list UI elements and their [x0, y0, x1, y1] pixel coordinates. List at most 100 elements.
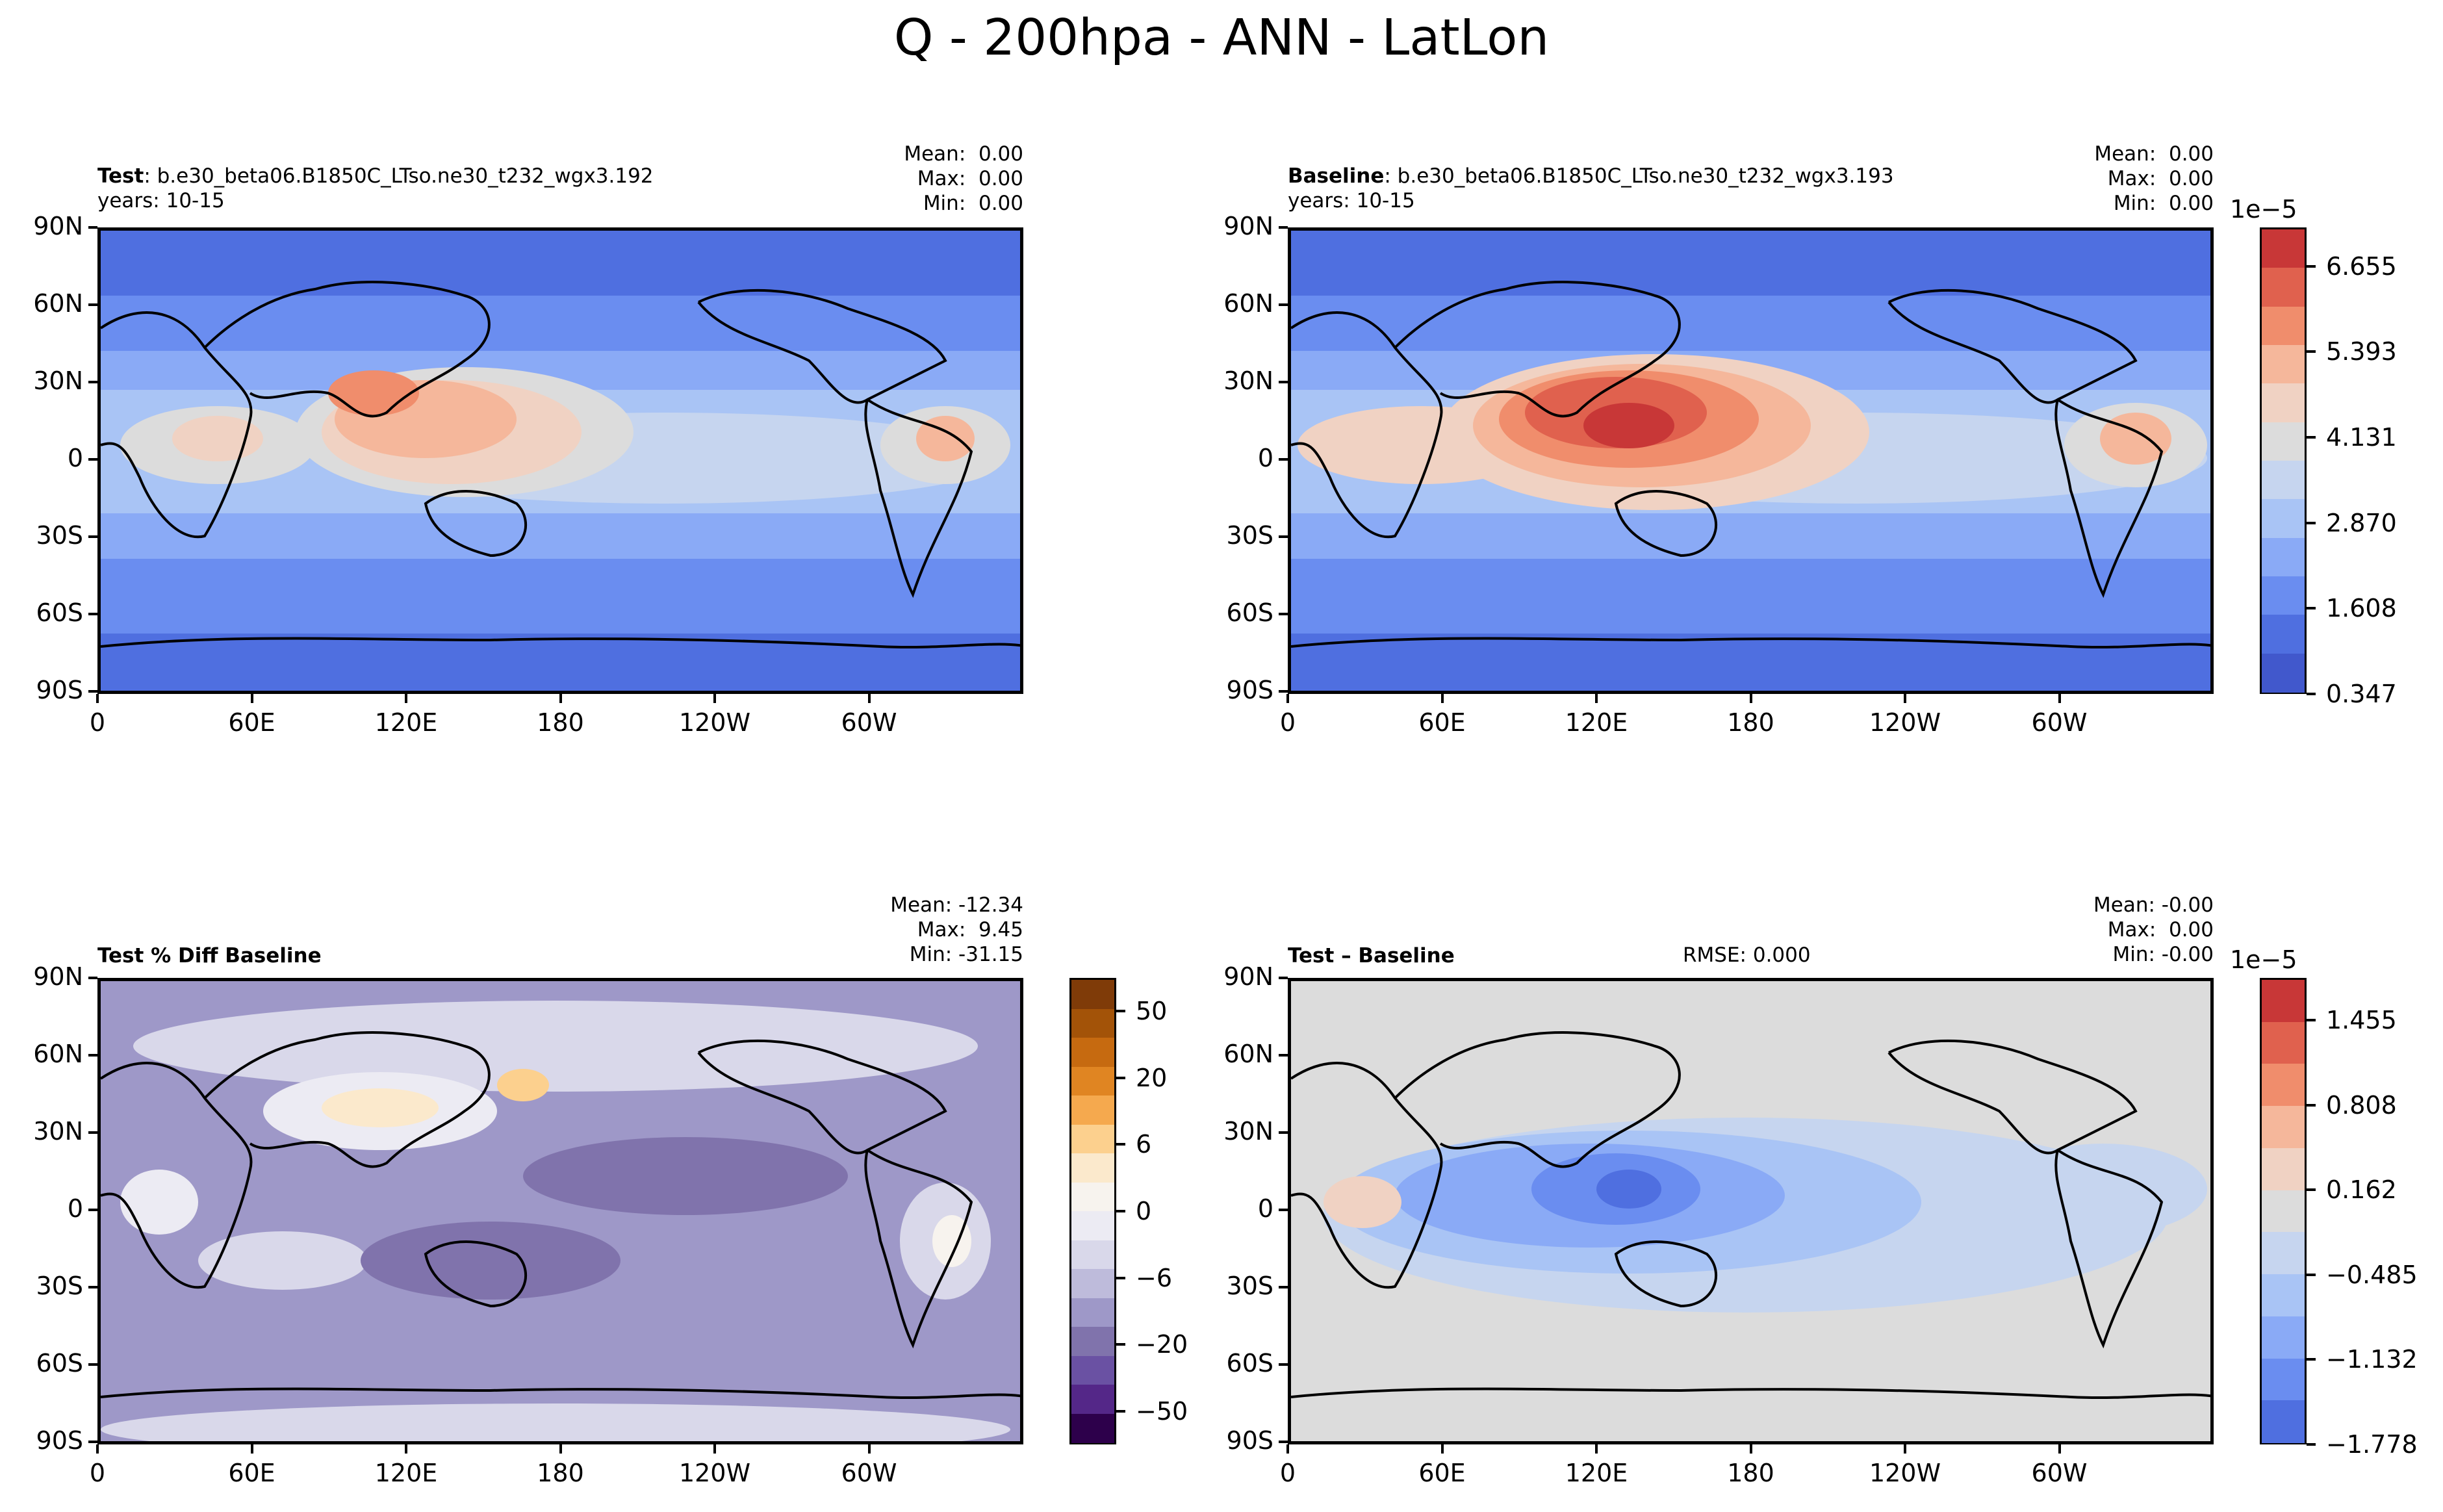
cbar-pct-segment — [1071, 1153, 1114, 1183]
cbar-main-segment — [2262, 615, 2305, 654]
baseline-ytick-mark — [1279, 458, 1288, 461]
cbar-diff-tick-label: −1.778 — [2326, 1430, 2418, 1459]
test-amazon-max — [916, 416, 975, 461]
baseline-xtick-label: 180 — [1727, 708, 1774, 737]
baseline-ytick-mark — [1279, 690, 1288, 693]
diff-xtick-mark — [1749, 1444, 1752, 1454]
cbar-diff-tick-label: −0.485 — [2326, 1260, 2418, 1289]
pctdiff-ytick-label: 60S — [36, 1349, 83, 1377]
cbar-main-segment — [2262, 461, 2305, 500]
baseline-ytick-label: 30S — [1226, 521, 1273, 550]
test-xtick-mark — [867, 694, 871, 703]
diff-ytick-label: 90S — [1226, 1426, 1273, 1455]
test-xtick-mark — [96, 694, 99, 703]
cbar-pct-segment — [1071, 1355, 1114, 1385]
test-xtick-label: 60E — [228, 708, 275, 737]
cbar-pct-tick-label: 50 — [1136, 997, 1168, 1026]
pctdiff-xtick-mark — [405, 1444, 407, 1454]
test-ytick-mark — [88, 535, 97, 538]
baseline-xtick-mark — [2058, 694, 2061, 703]
diff-xtick-label: 0 — [1279, 1459, 1296, 1487]
pctdiff-ytick-mark — [88, 977, 97, 979]
baseline-min: Min: 0.00 — [2113, 192, 2214, 215]
baseline-ytick-label: 60N — [1223, 289, 1273, 318]
test-coastlines — [101, 281, 1020, 649]
pctdiff-ytick-mark — [88, 1286, 97, 1288]
pctdiff-io-dark — [361, 1222, 620, 1300]
test-xtick-mark — [250, 694, 253, 703]
diff-mean: Mean: -0.00 — [2093, 893, 2214, 917]
test-case-name: : b.e30_beta06.B1850C_LTso.ne30_t232_wgx… — [144, 164, 654, 188]
cbar-diff-segment — [2262, 980, 2305, 1023]
diff-ytick-label: 30S — [1226, 1272, 1273, 1300]
test-stats: Mean: 0.00 Max: 0.00 Min: 0.00 — [780, 142, 1023, 216]
cbar-main-tick-label: 0.347 — [2326, 680, 2397, 708]
cbar-pct-segment — [1071, 1413, 1114, 1443]
diff-ytick-mark — [1279, 1131, 1288, 1134]
diff-xtick-mark — [1904, 1444, 1906, 1454]
pctdiff-ytick-mark — [88, 1441, 97, 1443]
cbar-diff-segment — [2262, 1147, 2305, 1191]
baseline-xtick-label: 120E — [1565, 708, 1628, 737]
pctdiff-ytick-mark — [88, 1054, 97, 1057]
pctdiff-mean: Mean: -12.34 — [890, 893, 1023, 917]
pctdiff-tibet-patch — [322, 1088, 439, 1127]
cbar-pct-tick-mark — [1116, 1143, 1125, 1146]
test-min: Min: 0.00 — [923, 192, 1023, 215]
cbar-diff-segment — [2262, 1316, 2305, 1359]
cbar-pct-segment — [1071, 1327, 1114, 1357]
diff-xtick-mark — [1440, 1444, 1444, 1454]
test-xtick-mark — [559, 694, 562, 703]
cbar-pct-tick-label: 0 — [1136, 1197, 1152, 1225]
pctdiff-so-patch — [198, 1231, 367, 1290]
test-ytick-mark — [88, 303, 97, 306]
cbar-diff-tick-mark — [2307, 1019, 2316, 1022]
baseline-stats: Mean: 0.00 Max: 0.00 Min: 0.00 — [1970, 142, 2214, 216]
baseline-warmpool-max — [1583, 403, 1674, 448]
pctdiff-xtick-mark — [713, 1444, 716, 1454]
test-ytick-label: 30S — [36, 521, 83, 550]
pctdiff-xtick-mark — [96, 1444, 99, 1454]
diff-ytick-label: 0 — [1257, 1194, 1273, 1223]
diff-xtick-mark — [2058, 1444, 2061, 1454]
cbar-pct-tick-mark — [1116, 1409, 1125, 1413]
pctdiff-panel-header: Test % Diff Baseline — [97, 943, 322, 968]
cbar-diff-tick-mark — [2307, 1358, 2316, 1361]
cbar-main-segment — [2262, 653, 2305, 693]
baseline-ytick-mark — [1279, 613, 1288, 615]
test-ytick-label: 90S — [36, 676, 83, 704]
cbar-diff-segment — [2262, 1064, 2305, 1107]
pctdiff-africa-patch — [120, 1170, 198, 1235]
diff-colorbar-exponent: 1e−5 — [2230, 945, 2297, 974]
pctdiff-max: Max: 9.45 — [917, 918, 1023, 942]
baseline-panel-header: Baseline: b.e30_beta06.B1850C_LTso.ne30_… — [1288, 164, 1894, 213]
diff-colorbar — [2260, 978, 2307, 1444]
pct-colorbar — [1069, 978, 1116, 1444]
test-xtick-label: 180 — [537, 708, 584, 737]
cbar-pct-segment — [1071, 1182, 1114, 1212]
cbar-pct-segment — [1071, 1269, 1114, 1299]
cbar-main-segment — [2262, 537, 2305, 577]
baseline-xtick-label: 60W — [2031, 708, 2088, 737]
cbar-pct-segment — [1071, 980, 1114, 1010]
diff-ytick-mark — [1279, 1209, 1288, 1211]
diff-xtick-label: 60W — [2031, 1459, 2088, 1487]
test-ytick-label: 0 — [67, 444, 83, 472]
cbar-diff-segment — [2262, 1358, 2305, 1402]
cbar-main-segment — [2262, 383, 2305, 423]
cbar-diff-tick-label: 0.162 — [2326, 1175, 2397, 1205]
pctdiff-xtick-mark — [250, 1444, 253, 1454]
cbar-pct-segment — [1071, 1211, 1114, 1241]
baseline-mean: Mean: 0.00 — [2094, 142, 2214, 166]
diff-xtick-label: 60E — [1418, 1459, 1466, 1487]
baseline-case-name: : b.e30_beta06.B1850C_LTso.ne30_t232_wgx… — [1384, 164, 1894, 188]
cbar-pct-segment — [1071, 1066, 1114, 1096]
test-xtick-label: 0 — [89, 708, 106, 737]
pctdiff-ytick-label: 90N — [33, 962, 83, 991]
test-ytick-label: 30N — [33, 366, 83, 395]
cbar-main-tick-mark — [2307, 436, 2316, 439]
test-ytick-mark — [88, 226, 97, 229]
cbar-main-segment — [2262, 306, 2305, 346]
baseline-ytick-mark — [1279, 303, 1288, 306]
cbar-main-segment — [2262, 576, 2305, 616]
